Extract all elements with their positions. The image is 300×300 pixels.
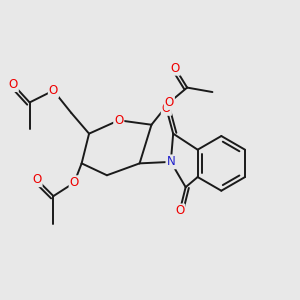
Text: N: N <box>167 155 175 168</box>
Text: O: O <box>165 96 174 109</box>
Text: O: O <box>49 84 58 97</box>
Text: O: O <box>171 62 180 75</box>
Text: O: O <box>175 204 184 218</box>
Text: O: O <box>70 176 79 189</box>
Text: O: O <box>114 114 123 127</box>
Text: O: O <box>9 78 18 91</box>
Text: O: O <box>32 173 42 186</box>
Text: O: O <box>162 102 171 115</box>
